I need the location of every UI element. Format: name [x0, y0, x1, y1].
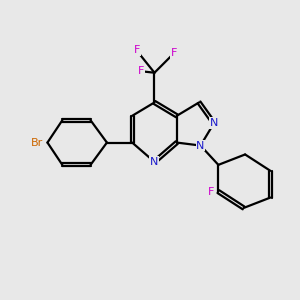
Text: F: F	[134, 45, 140, 56]
Text: F: F	[138, 66, 144, 76]
Text: N: N	[150, 157, 159, 167]
Text: N: N	[210, 118, 218, 128]
Text: F: F	[171, 48, 177, 59]
Text: F: F	[208, 187, 214, 196]
Text: Br: Br	[31, 138, 43, 148]
Text: N: N	[196, 140, 205, 151]
